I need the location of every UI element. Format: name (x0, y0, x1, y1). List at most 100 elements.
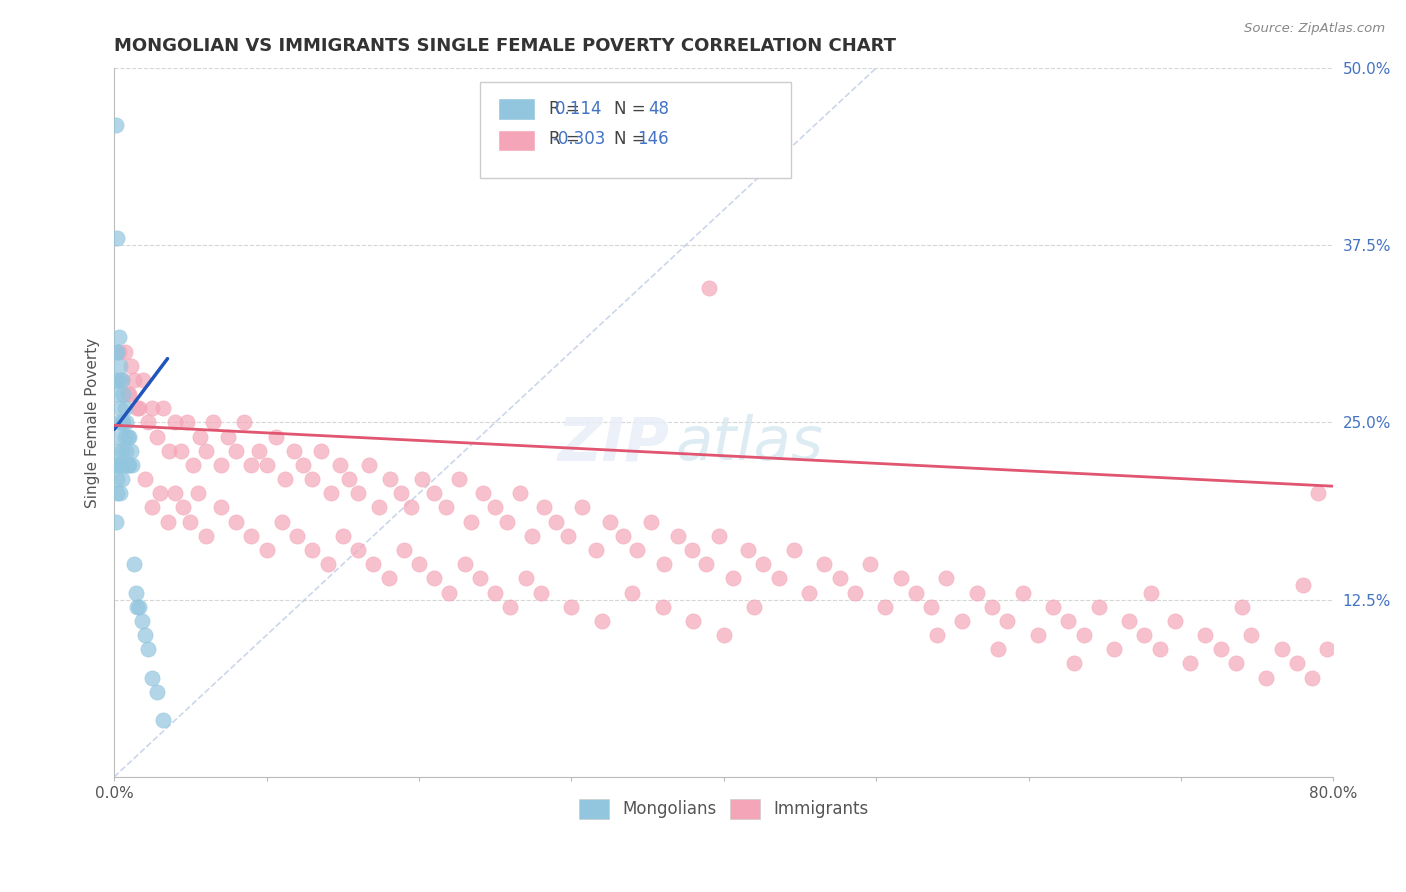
Point (112, 416, 135, 430)
Point (105, 443, 128, 458)
Point (468, 571, 491, 585)
Point (157, 443, 180, 458)
Point (156, 515, 179, 529)
Point (117, 458, 139, 472)
Point (401, 500, 423, 515)
Point (209, 500, 232, 515)
Point (799, 585, 821, 599)
Point (472, 486, 495, 500)
Point (105, 344, 128, 359)
Text: N =: N = (614, 100, 645, 118)
Point (651, 599, 673, 614)
Point (1063, 657, 1085, 671)
Point (621, 585, 644, 599)
Point (697, 281, 720, 295)
Point (927, 628, 949, 642)
Point (149, 486, 172, 500)
Point (107, 458, 129, 472)
Point (301, 472, 323, 486)
Point (176, 416, 198, 430)
Point (117, 387, 139, 401)
Point (115, 443, 138, 458)
Point (1308, 486, 1330, 500)
Point (105, 231, 128, 245)
Point (132, 373, 155, 387)
Point (104, 373, 127, 387)
Point (141, 671, 163, 685)
Point (612, 529, 634, 543)
Point (742, 599, 765, 614)
Point (1301, 671, 1323, 685)
Point (125, 401, 148, 416)
Point (124, 585, 146, 599)
Point (752, 558, 775, 572)
Point (987, 642, 1010, 657)
Point (546, 515, 568, 529)
Point (1073, 628, 1095, 642)
Point (232, 416, 254, 430)
Point (110, 359, 132, 373)
Point (1149, 642, 1171, 657)
Point (966, 585, 988, 599)
Point (499, 599, 522, 614)
FancyBboxPatch shape (498, 98, 534, 120)
Point (533, 500, 555, 515)
Point (165, 416, 187, 430)
Point (557, 529, 579, 543)
Point (1256, 671, 1278, 685)
Point (768, 571, 790, 585)
Point (301, 543, 323, 558)
Point (114, 458, 136, 472)
Point (274, 472, 297, 486)
Point (131, 614, 153, 628)
Point (460, 515, 482, 529)
Text: N =: N = (614, 130, 645, 148)
Point (256, 458, 278, 472)
Point (188, 429, 211, 443)
Point (1316, 642, 1339, 657)
Point (509, 486, 531, 500)
Point (110, 458, 132, 472)
Point (423, 486, 446, 500)
Point (110, 486, 132, 500)
Point (111, 472, 134, 486)
Point (337, 472, 360, 486)
Point (484, 500, 506, 515)
Point (104, 458, 127, 472)
Point (111, 373, 134, 387)
Point (256, 543, 278, 558)
Point (316, 558, 339, 572)
Point (115, 416, 138, 430)
Point (904, 585, 927, 599)
Point (411, 472, 433, 486)
Point (107, 330, 129, 344)
Point (599, 515, 621, 529)
Point (347, 543, 370, 558)
Point (408, 558, 430, 572)
Point (950, 614, 973, 628)
Point (183, 458, 205, 472)
Point (112, 458, 135, 472)
Point (172, 500, 194, 515)
Point (1180, 657, 1202, 671)
Point (152, 713, 174, 727)
Point (682, 614, 704, 628)
Point (357, 458, 380, 472)
Point (111, 416, 134, 430)
Point (813, 558, 835, 572)
Point (194, 443, 217, 458)
Point (240, 529, 263, 543)
Point (389, 486, 412, 500)
Point (114, 344, 136, 359)
Point (118, 429, 141, 443)
Point (1057, 614, 1080, 628)
Point (368, 500, 391, 515)
Point (225, 515, 247, 529)
Point (875, 599, 897, 614)
Point (209, 458, 232, 472)
Point (721, 571, 744, 585)
Text: R =: R = (550, 130, 581, 148)
Point (1133, 628, 1156, 642)
Point (828, 571, 851, 585)
Point (640, 515, 662, 529)
